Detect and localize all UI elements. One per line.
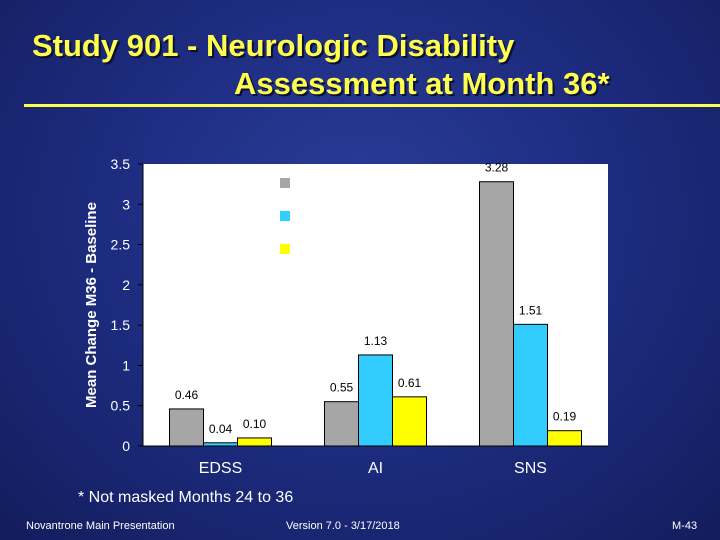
footer-presentation-name: Novantrone Main Presentation bbox=[26, 520, 175, 532]
footer-version: Version 7.0 - 3/17/2018 bbox=[286, 520, 400, 532]
bar-edss-series-0 bbox=[169, 408, 204, 447]
bar-ai-series-0 bbox=[324, 401, 359, 447]
title-underline bbox=[24, 104, 720, 107]
data-label: 0.46 bbox=[175, 388, 199, 402]
bar-edss-series-1 bbox=[203, 442, 238, 447]
slide-title: Study 901 - Neurologic Disability Assess… bbox=[0, 0, 720, 110]
bar-sns-series-1 bbox=[513, 323, 548, 447]
x-category-label: AI bbox=[368, 460, 383, 477]
legend: Placebo (n=43) Mito 5 (n=53) Mito 12 (n=42… bbox=[280, 175, 401, 258]
bar-sns-series-2 bbox=[547, 430, 582, 447]
x-category-label: EDSS bbox=[199, 460, 243, 477]
data-label: 0.10 bbox=[243, 417, 267, 431]
data-label: 1.51 bbox=[519, 303, 543, 317]
legend-swatch bbox=[280, 211, 290, 221]
legend-label: Placebo (n=43) bbox=[299, 175, 401, 192]
y-tick-label: 2 bbox=[122, 277, 130, 293]
y-tick-label: 3.5 bbox=[111, 156, 131, 172]
bar-edss-series-2 bbox=[237, 437, 272, 447]
data-label: 0.55 bbox=[330, 381, 354, 395]
footer-page-number: M-43 bbox=[672, 520, 698, 532]
legend-label: Mito 12 (n=42) bbox=[299, 241, 400, 258]
y-tick-label: 3 bbox=[122, 196, 130, 212]
y-tick-label: 1 bbox=[122, 357, 130, 373]
footnote: * Not masked Months 24 to 36 bbox=[78, 489, 294, 506]
bar-sns-series-0 bbox=[479, 181, 514, 447]
data-labels: 0.46 0.04 0.10 0.55 1.13 0.61 3.28 1.51 0.19 bbox=[175, 161, 577, 436]
bar-ai-series-1 bbox=[358, 354, 393, 447]
data-label: 3.28 bbox=[485, 161, 509, 175]
x-axis-categories: EDSS AI SNS bbox=[199, 460, 547, 477]
data-label: 0.04 bbox=[209, 422, 233, 436]
title-line-1: Study 901 - Neurologic Disability bbox=[32, 28, 515, 63]
data-label: 0.19 bbox=[553, 410, 577, 424]
y-tick-label: 0 bbox=[122, 438, 130, 454]
y-tick-label: 1.5 bbox=[111, 317, 131, 333]
y-axis-label: Mean Change M36 - Baseline bbox=[83, 202, 100, 408]
x-category-label: SNS bbox=[514, 460, 547, 477]
bar-ai-series-2 bbox=[392, 396, 427, 447]
data-label: 1.13 bbox=[364, 334, 388, 348]
legend-label: Mito 5 (n=53) bbox=[299, 208, 396, 225]
title-line-2: Assessment at Month 36* bbox=[234, 66, 610, 101]
data-label: 0.61 bbox=[398, 376, 422, 390]
legend-swatch bbox=[280, 178, 290, 188]
y-tick-label: 2.5 bbox=[111, 237, 131, 253]
legend-swatch bbox=[280, 244, 290, 254]
y-tick-label: 0.5 bbox=[111, 398, 131, 414]
bars bbox=[169, 181, 582, 447]
